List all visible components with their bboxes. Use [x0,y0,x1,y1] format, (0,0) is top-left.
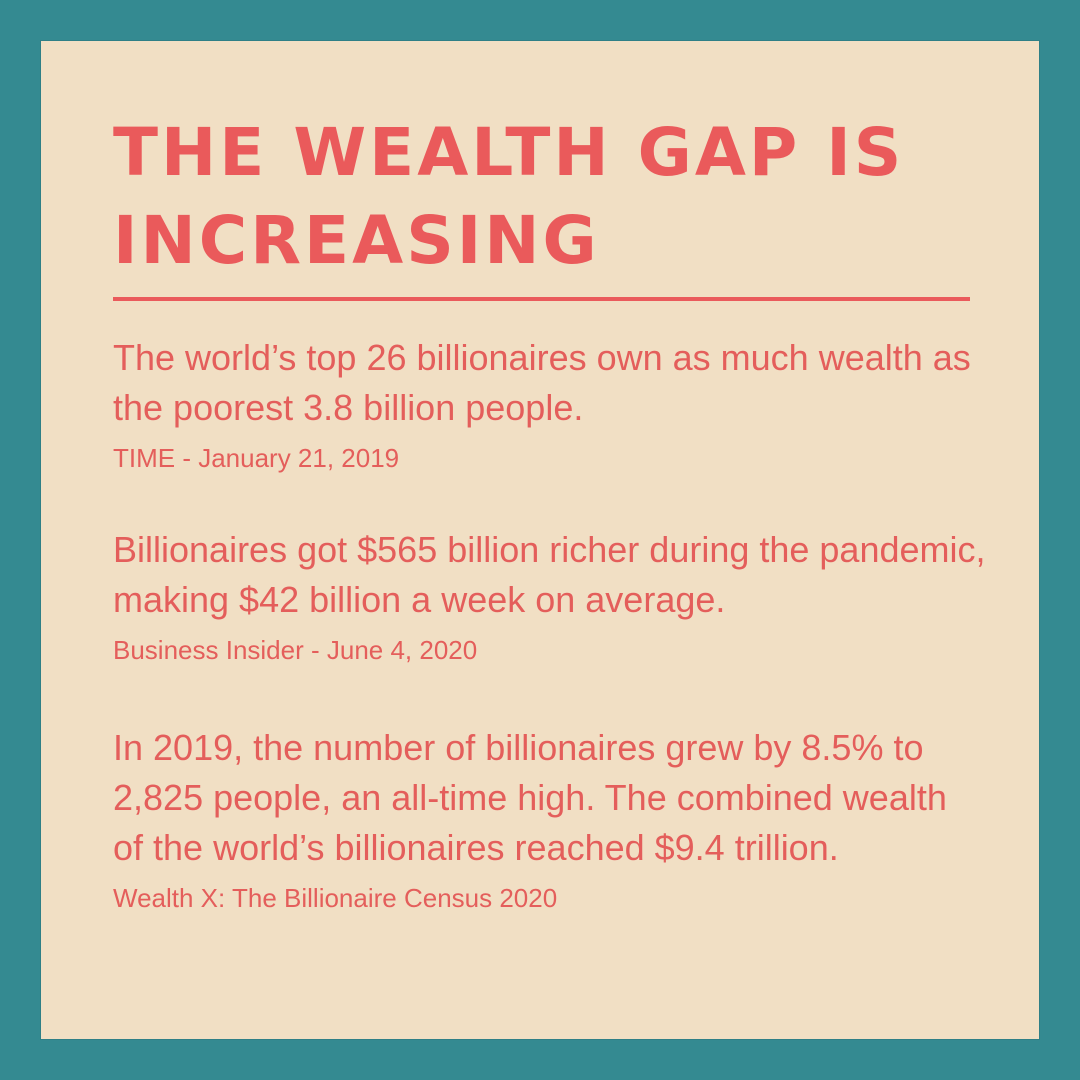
fact-source: Wealth X: The Billionaire Census 2020 [113,883,558,913]
fact-source: TIME - January 21, 2019 [113,443,400,473]
page-title: The Wealth Gap is Increasing [113,114,905,279]
fact-card: The Wealth Gap is Increasing The world’s… [40,40,1040,1040]
fact-item-3: In 2019, the number of billionaires grew… [113,723,983,915]
fact-text: In 2019, the number of billionaires grew… [113,727,947,868]
title-divider [113,297,970,301]
fact-text: The world’s top 26 billionaires own as m… [113,337,971,428]
fact-item-1: The world’s top 26 billionaires own as m… [113,333,1013,475]
fact-text: Billionaires got $565 billion richer dur… [113,529,986,620]
fact-source: Business Insider - June 4, 2020 [113,635,478,665]
fact-item-2: Billionaires got $565 billion richer dur… [113,525,1013,667]
